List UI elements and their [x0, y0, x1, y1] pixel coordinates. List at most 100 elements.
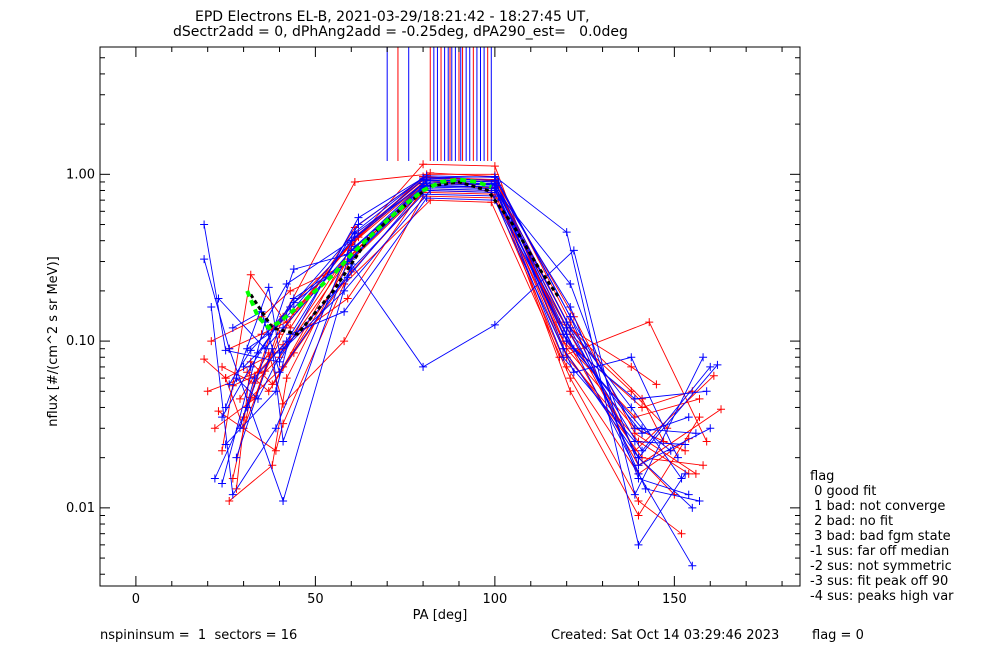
- series-31-point-5: [490, 186, 499, 195]
- series-17-point-1: [225, 344, 234, 353]
- legend-item-2: 2 bad: no fit: [810, 514, 894, 529]
- series-25-point-6: [559, 353, 568, 362]
- series-3-point-0: [225, 496, 234, 505]
- series-31-point-8: [684, 413, 693, 422]
- y-tick-label-1: 0.10: [66, 334, 95, 349]
- series-18-point-1: [228, 490, 237, 499]
- series-9-point-3: [340, 337, 349, 346]
- series-0-point-0: [200, 355, 209, 364]
- series-29-point-6: [562, 318, 571, 327]
- series-24-point-1: [250, 374, 259, 383]
- series-8-point-2: [286, 286, 295, 295]
- series-5-point-4: [426, 196, 435, 205]
- footer-spin-info: nspininsum = 1 sectors = 16: [100, 628, 298, 643]
- axes-group: 0 50 100 150 0.01 0.10 1.00: [66, 47, 800, 607]
- series-2-point-8: [717, 405, 726, 414]
- series-3-point-8: [695, 413, 704, 422]
- series-24-point-0: [236, 424, 244, 433]
- series-4-point-7: [645, 318, 654, 327]
- series-24-point-3: [354, 220, 363, 229]
- series-6-point-7: [638, 403, 647, 412]
- series-5-point-0: [214, 407, 223, 416]
- series-15-point-8: [695, 394, 704, 403]
- series-1-point-3: [350, 177, 359, 186]
- series-18-point-0: [207, 303, 216, 312]
- series-3-point-7: [634, 511, 643, 520]
- series-28-point-0: [221, 440, 230, 449]
- series-26-point-0: [214, 294, 223, 303]
- series-30-point-8: [677, 474, 686, 483]
- series-6-point-2: [268, 380, 277, 389]
- series-15-point-2: [289, 348, 298, 357]
- series-26-point-7: [634, 461, 643, 470]
- series-19-point-0: [210, 474, 219, 483]
- series-12-point-8: [652, 380, 661, 389]
- series-30-point-6: [566, 323, 575, 332]
- series-line-18: [210, 181, 689, 496]
- footer-flag: flag = 0: [812, 628, 864, 643]
- series-line-26: [218, 181, 711, 466]
- y-axis-label: nflux [#/(cm^2 s sr MeV)]: [46, 256, 61, 426]
- series-5-point-5: [487, 198, 496, 207]
- series-11-point-0: [228, 474, 237, 483]
- series-23-point-2: [279, 437, 288, 446]
- series-9-point-8: [699, 461, 708, 470]
- series-28-point-8: [702, 387, 711, 396]
- series-29-point-0: [243, 344, 252, 353]
- legend-item-5: -2 sus: not symmetric: [810, 559, 952, 574]
- series-27-point-2: [275, 368, 284, 377]
- series-22-point-7: [627, 353, 636, 362]
- series-5-point-2: [279, 419, 288, 428]
- series-23-point-0: [232, 453, 241, 462]
- series-22-point-8: [673, 453, 682, 462]
- series-16-point-8: [681, 469, 690, 478]
- y-tick-label-2: 1.00: [66, 167, 95, 182]
- series-20-point-0: [218, 479, 227, 488]
- series-27-point-8: [666, 446, 675, 455]
- series-3-point-2: [282, 374, 291, 383]
- series-14-point-7: [638, 394, 647, 403]
- plot-subtitle: dSectr2add = 0, dPhAng2add = -0.25deg, d…: [173, 24, 628, 40]
- series-19-point-8: [706, 362, 715, 371]
- series-27-point-0: [228, 323, 237, 332]
- series-4-point-8: [702, 437, 711, 446]
- x-tick-label-3: 150: [662, 592, 687, 607]
- series-16-point-7: [634, 540, 643, 549]
- series-line-3: [228, 184, 700, 517]
- legend-item-3: 3 bad: bad fgm state: [810, 529, 951, 544]
- series-29-point-8: [713, 360, 722, 369]
- series-5-point-8: [677, 529, 686, 538]
- series-16-point-1: [221, 346, 230, 355]
- series-10-point-0: [218, 362, 227, 371]
- series-24-point-4: [422, 171, 431, 180]
- series-line-31: [236, 188, 689, 434]
- series-14-point-8: [659, 437, 668, 446]
- series-19-point-2: [289, 265, 298, 274]
- legend-item-1: 1 bad: not converge: [810, 499, 946, 514]
- series-5-point-7: [634, 496, 643, 505]
- legend-item-4: -1 sus: far off median: [810, 544, 950, 559]
- series-13-point-3: [343, 294, 352, 303]
- series-28-point-7: [630, 394, 639, 403]
- series-22-point-1: [246, 346, 255, 355]
- series-13-point-0: [203, 387, 212, 396]
- series-5-point-1: [271, 446, 280, 455]
- footer-created: Created: Sat Oct 14 03:29:46 2023: [551, 628, 780, 643]
- series-18-point-6: [566, 303, 575, 312]
- plot-frame: [99, 46, 801, 587]
- series-24-point-7: [641, 484, 650, 493]
- series-26-point-8: [706, 424, 715, 433]
- legend-item-6: -3 sus: fit peak off 90: [810, 574, 949, 589]
- x-tick-label-0: 0: [132, 592, 140, 607]
- series-16-point-6: [562, 228, 571, 237]
- series-26-point-6: [566, 279, 575, 288]
- plot-title: EPD Electrons EL-B, 2021-03-29/18:21:42 …: [195, 9, 590, 25]
- series-21-point-1: [264, 283, 273, 292]
- series-25-point-7: [630, 437, 639, 446]
- series-0-point-5: [490, 162, 499, 171]
- series-25-point-0: [239, 362, 248, 371]
- series-29-point-7: [634, 453, 643, 462]
- series-9-point-0: [236, 394, 244, 403]
- series-31-point-7: [638, 429, 647, 438]
